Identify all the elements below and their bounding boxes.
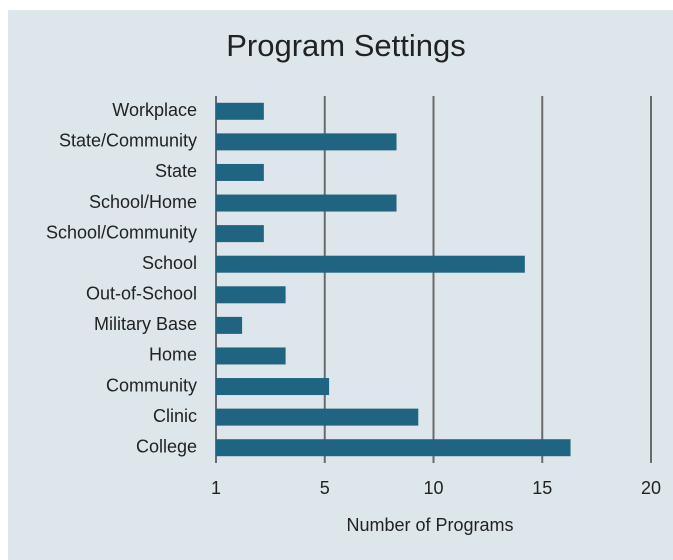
y-tick-label: Workplace (112, 100, 197, 120)
bar (216, 225, 264, 243)
x-tick-label: 20 (641, 478, 661, 498)
chart-title: Program Settings (226, 28, 466, 63)
bar (216, 439, 571, 457)
x-tick-label: 10 (423, 478, 443, 498)
y-tick-label: School/Community (46, 222, 197, 242)
background (8, 10, 673, 560)
bar (216, 194, 397, 212)
y-tick-label: Military Base (94, 314, 197, 334)
bar (216, 255, 525, 273)
bar (216, 408, 419, 426)
bar (216, 347, 286, 365)
bar (216, 102, 264, 120)
y-tick-label: State (155, 161, 197, 181)
bar (216, 163, 264, 181)
y-tick-label: School/Home (89, 192, 197, 212)
y-tick-label: Community (106, 375, 197, 395)
y-tick-label: Clinic (153, 406, 197, 426)
bar (216, 378, 330, 396)
x-tick-label: 5 (320, 478, 330, 498)
bar (216, 286, 286, 304)
y-tick-label: Home (149, 345, 197, 365)
y-tick-label: State/Community (59, 131, 197, 151)
y-tick-label: College (136, 436, 197, 456)
x-tick-label: 1 (211, 478, 221, 498)
x-tick-label: 15 (532, 478, 552, 498)
y-tick-label: School (142, 253, 197, 273)
x-axis-label: Number of Programs (346, 515, 513, 535)
bar (216, 316, 243, 334)
y-tick-label: Out-of-School (86, 284, 197, 304)
bar (216, 133, 397, 151)
